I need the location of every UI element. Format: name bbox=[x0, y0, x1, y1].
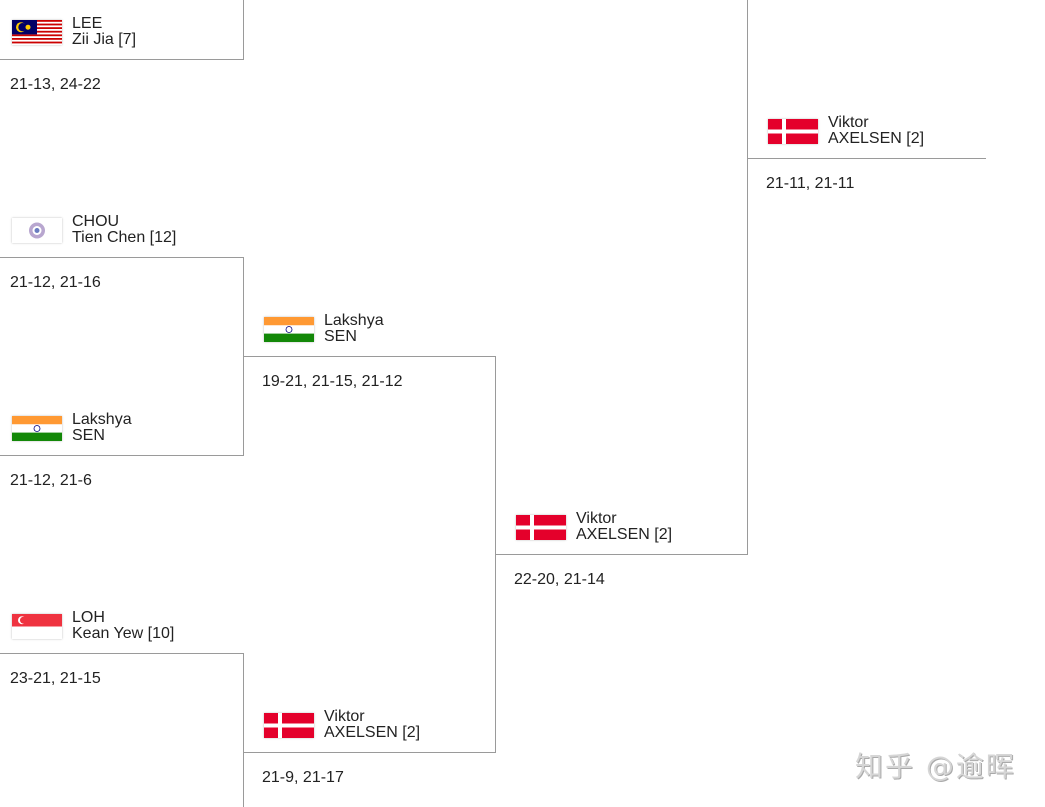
player-last-name: AXELSEN [2] bbox=[324, 724, 421, 741]
player-first-name: LOH bbox=[72, 609, 105, 626]
singapore-flag-icon bbox=[12, 614, 62, 639]
bracket-line bbox=[747, 158, 986, 159]
player-first-name: Lakshya bbox=[72, 411, 132, 428]
player-last-name: AXELSEN [2] bbox=[828, 130, 925, 147]
player-last-name: Kean Yew [10] bbox=[72, 625, 175, 642]
bracket-line bbox=[243, 356, 496, 357]
denmark-flag-icon bbox=[264, 713, 314, 738]
player-first-name: Viktor bbox=[324, 708, 365, 725]
chinese-taipei-flag-icon bbox=[12, 218, 62, 243]
bracket-line bbox=[0, 59, 244, 60]
bracket-line bbox=[243, 752, 496, 753]
malaysia-flag-icon bbox=[12, 20, 62, 45]
match-score: 21-9, 21-17 bbox=[262, 769, 344, 786]
bracket-line bbox=[243, 0, 244, 60]
bracket-line bbox=[495, 554, 748, 555]
bracket-line bbox=[0, 653, 244, 654]
match-score: 19-21, 21-15, 21-12 bbox=[262, 373, 403, 390]
player-first-name: CHOU bbox=[72, 213, 120, 230]
bracket-line bbox=[747, 0, 748, 555]
match-score: 21-11, 21-11 bbox=[766, 175, 855, 192]
bracket-line bbox=[243, 653, 244, 807]
bracket-line bbox=[0, 455, 244, 456]
match-score: 23-21, 21-15 bbox=[10, 670, 101, 687]
player-first-name: Viktor bbox=[828, 114, 869, 131]
player-first-name: Lakshya bbox=[324, 312, 384, 329]
player-last-name: SEN bbox=[324, 328, 357, 345]
player-last-name: Zii Jia [7] bbox=[72, 31, 137, 48]
match-score: 21-13, 24-22 bbox=[10, 76, 101, 93]
india-flag-icon bbox=[12, 416, 62, 441]
player-last-name: SEN bbox=[72, 427, 105, 444]
watermark: 知乎 @逾晖 bbox=[855, 750, 1016, 783]
player-last-name: Tien Chen [12] bbox=[72, 229, 177, 246]
denmark-flag-icon bbox=[768, 119, 818, 144]
match-score: 22-20, 21-14 bbox=[514, 571, 605, 588]
india-flag-icon bbox=[264, 317, 314, 342]
player-last-name: AXELSEN [2] bbox=[576, 526, 673, 543]
bracket-line bbox=[0, 257, 244, 258]
player-first-name: Viktor bbox=[576, 510, 617, 527]
match-score: 21-12, 21-6 bbox=[10, 472, 92, 489]
match-score: 21-12, 21-16 bbox=[10, 274, 101, 291]
player-first-name: LEE bbox=[72, 15, 103, 32]
denmark-flag-icon bbox=[516, 515, 566, 540]
